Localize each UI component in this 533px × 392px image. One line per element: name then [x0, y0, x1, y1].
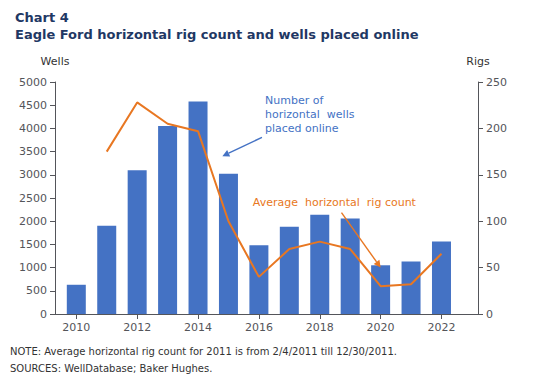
svg-text:2022: 2022 [427, 321, 455, 334]
svg-text:4500: 4500 [19, 99, 47, 112]
svg-text:NOTE: Average horizontal rig c: NOTE: Average horizontal rig count for 2… [10, 346, 397, 357]
svg-text:Chart 4: Chart 4 [15, 10, 69, 25]
svg-text:150: 150 [486, 168, 507, 181]
svg-text:0: 0 [486, 308, 493, 321]
svg-text:200: 200 [486, 122, 507, 135]
svg-text:Rigs: Rigs [466, 55, 490, 68]
svg-text:2016: 2016 [245, 321, 273, 334]
svg-text:2018: 2018 [306, 321, 334, 334]
svg-text:placed online: placed online [265, 122, 339, 135]
svg-text:2012: 2012 [123, 321, 151, 334]
svg-text:2010: 2010 [62, 321, 90, 334]
svg-text:2020: 2020 [367, 321, 395, 334]
svg-text:4000: 4000 [19, 122, 47, 135]
svg-text:250: 250 [486, 76, 507, 89]
svg-text:Eagle Ford horizontal rig coun: Eagle Ford horizontal rig count and well… [15, 27, 419, 42]
svg-text:Number of: Number of [265, 94, 324, 107]
svg-text:3500: 3500 [19, 145, 47, 158]
svg-text:100: 100 [486, 215, 507, 228]
svg-text:horizontal wells: horizontal wells [265, 108, 355, 121]
svg-text:2500: 2500 [19, 192, 47, 205]
svg-text:3000: 3000 [19, 168, 47, 181]
svg-text:500: 500 [26, 284, 47, 297]
svg-text:Wells: Wells [41, 55, 70, 68]
svg-text:SOURCES: WellDatabase; Baker H: SOURCES: WellDatabase; Baker Hughes. [10, 363, 212, 374]
svg-text:1500: 1500 [19, 238, 47, 251]
svg-text:Average horizontal rig count: Average horizontal rig count [253, 196, 417, 209]
svg-text:0: 0 [40, 308, 47, 321]
svg-text:2014: 2014 [184, 321, 212, 334]
svg-text:1000: 1000 [19, 261, 47, 274]
svg-text:50: 50 [486, 261, 500, 274]
svg-text:5000: 5000 [19, 76, 47, 89]
svg-text:2000: 2000 [19, 215, 47, 228]
